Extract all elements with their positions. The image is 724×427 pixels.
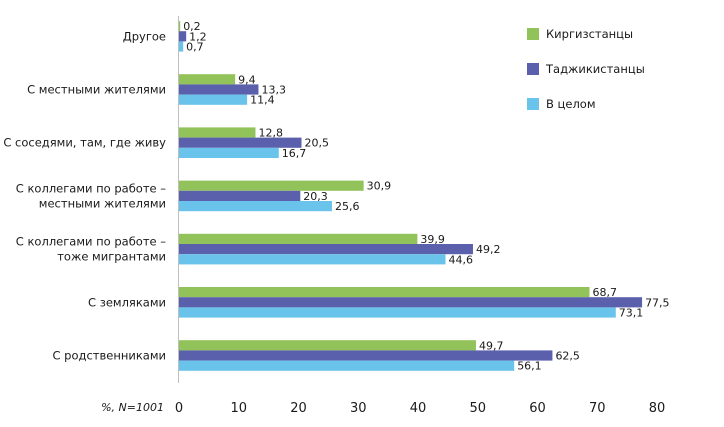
bar-таджикистанцы-5 [179, 297, 643, 308]
bar-value-label: 13,3 [261, 84, 286, 97]
bar-в-целом-1 [179, 94, 248, 105]
category-label: С соседями, там, где живу [3, 136, 166, 150]
bar-киргизстанцы-6 [179, 340, 476, 351]
bar-value-label: 20,5 [304, 137, 329, 150]
bar-таджикистанцы-0 [179, 31, 187, 42]
bar-таджикистанцы-3 [179, 190, 301, 201]
legend-swatch-киргизстанцы [527, 28, 539, 40]
category-labels: Другое С местными жителями С соседями, там… [3, 29, 166, 362]
legend-label: Таджикистанцы [545, 62, 645, 76]
bar-value-label: 11,4 [250, 94, 274, 107]
legend-swatch-в-целом [527, 98, 539, 110]
bar-киргизстанцы-4 [179, 233, 418, 244]
x-tick-label: 30 [350, 401, 367, 416]
category-label: С местными жителями [27, 83, 166, 97]
bar-в-целом-2 [179, 147, 279, 158]
bar-value-label: 25,6 [335, 200, 360, 213]
bar-value-label: 1,2 [189, 30, 207, 43]
bar-в-целом-5 [179, 307, 616, 318]
bar-value-label: 62,5 [555, 350, 580, 363]
category-label: С земляками [88, 295, 166, 309]
x-axis-unit-label: %, N=1001 [101, 401, 164, 414]
bar-value-label: 16,7 [282, 147, 307, 160]
x-tick-label: 50 [469, 401, 486, 416]
x-tick-label: 0 [175, 401, 183, 416]
bar-в-целом-6 [179, 360, 515, 371]
bar-value-label: 56,1 [517, 360, 542, 373]
bar-киргизстанцы-2 [179, 127, 256, 138]
x-tick-label: 70 [589, 401, 606, 416]
x-tick-label: 10 [230, 401, 247, 416]
bar-таджикистанцы-4 [179, 244, 473, 255]
category-label: С коллегами по работе – [16, 181, 166, 195]
bar-value-label: 49,7 [479, 339, 504, 352]
bar-value-label: 49,2 [476, 243, 501, 256]
bar-киргизстанцы-3 [179, 180, 364, 191]
bar-value-label: 9,4 [238, 73, 256, 86]
legend-swatch-таджикистанцы [527, 63, 539, 75]
category-label: местными жителями [39, 196, 166, 210]
bar-в-целом-3 [179, 201, 332, 212]
bar-value-label: 77,5 [645, 296, 670, 309]
bar-киргизстанцы-1 [179, 74, 236, 85]
bar-в-целом-4 [179, 254, 446, 265]
bar-таджикистанцы-2 [179, 137, 302, 148]
category-label: С коллегами по работе – [16, 235, 166, 249]
bar-value-label: 39,9 [420, 233, 445, 246]
x-tick-label: 20 [290, 401, 307, 416]
bar-таджикистанцы-1 [179, 84, 259, 95]
bar-value-label: 0,7 [186, 41, 204, 54]
bar-value-label: 73,1 [619, 307, 644, 320]
bar-value-label: 20,3 [303, 190, 328, 203]
legend-label: В целом [546, 97, 596, 111]
bar-value-label: 0,2 [183, 20, 201, 33]
bar-value-label: 68,7 [592, 286, 617, 299]
bar-value-label: 12,8 [258, 127, 283, 140]
legend: Киргизстанцы Таджикистанцы В целом [527, 27, 645, 111]
bar-value-label: 30,9 [367, 180, 392, 193]
category-label: тоже мигрантами [57, 250, 166, 264]
x-tick-label: 60 [529, 401, 546, 416]
legend-label: Киргизстанцы [546, 27, 633, 41]
x-axis-ticks: 0 10 20 30 40 50 60 70 80 [175, 401, 665, 416]
bars-layer [179, 21, 643, 371]
bar-labels-layer: 0,21,20,7 9,4 13,311,4 12,8 20,516,7 30,9 20,3… [183, 20, 669, 373]
bar-таджикистанцы-6 [179, 350, 553, 361]
bar-в-целом-0 [179, 41, 184, 52]
bar-киргизстанцы-5 [179, 287, 590, 298]
bar-киргизстанцы-0 [179, 21, 181, 32]
x-tick-label: 80 [649, 401, 666, 416]
category-label: Другое [123, 29, 166, 43]
category-label: С родственниками [52, 349, 166, 363]
x-tick-label: 40 [410, 401, 427, 416]
bar-value-label: 44,6 [448, 253, 473, 266]
